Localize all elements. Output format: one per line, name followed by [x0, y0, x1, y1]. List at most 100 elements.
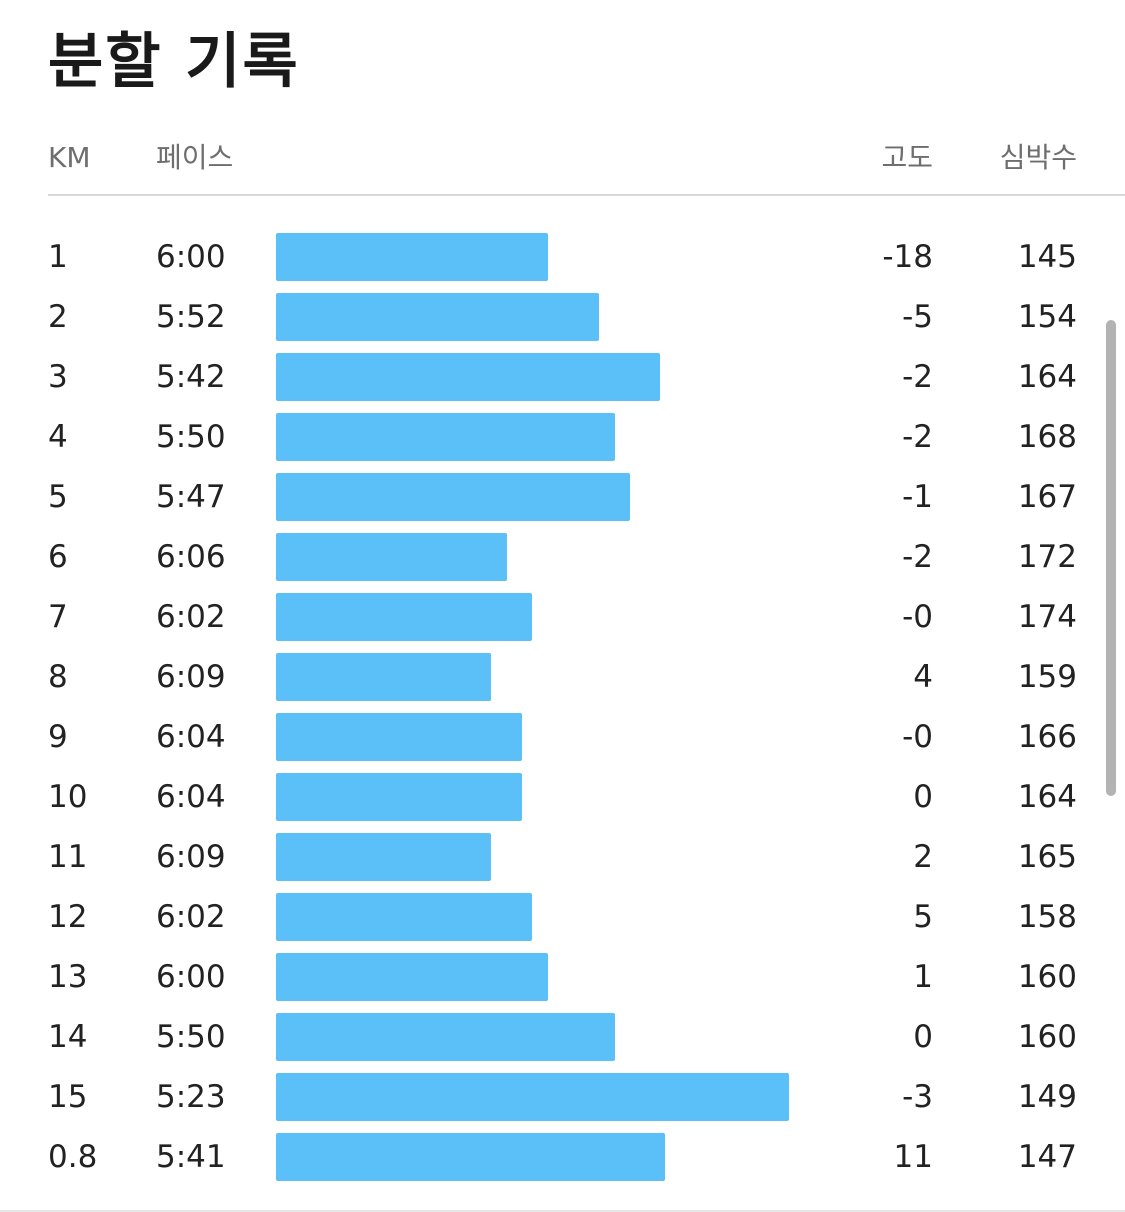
split-row: 14 5:50 0 160: [0, 1007, 1125, 1067]
pace-bar-track: [276, 533, 836, 581]
split-km: 2: [48, 299, 68, 335]
split-row: 10 6:04 0 164: [0, 767, 1125, 827]
pace-bar: [276, 653, 492, 701]
scrollbar[interactable]: [1106, 320, 1116, 796]
column-header-heart-rate: 심박수: [999, 141, 1077, 174]
pace-bar: [276, 293, 600, 341]
split-elevation: -18: [882, 239, 933, 275]
split-km: 7: [48, 599, 68, 635]
split-km: 9: [48, 719, 68, 755]
split-row: 1 6:00 -18 145: [0, 227, 1125, 287]
pace-bar-track: [276, 233, 836, 281]
split-heart-rate: 158: [1017, 899, 1077, 935]
split-pace: 6:04: [156, 719, 226, 755]
split-pace: 6:00: [156, 959, 226, 995]
column-header-elevation: 고도: [881, 141, 933, 174]
split-heart-rate: 168: [1017, 419, 1077, 455]
pace-bar: [276, 353, 661, 401]
split-pace: 6:04: [156, 779, 226, 815]
pace-bar: [276, 1073, 789, 1121]
pace-bar-track: [276, 953, 836, 1001]
split-heart-rate: 160: [1017, 959, 1077, 995]
split-elevation: 1: [913, 959, 933, 995]
split-km: 4: [48, 419, 68, 455]
split-elevation: 0: [913, 779, 933, 815]
split-row: 15 5:23 -3 149: [0, 1067, 1125, 1127]
pace-bar-track: [276, 1013, 836, 1061]
pace-bar: [276, 833, 492, 881]
split-pace: 5:42: [156, 359, 226, 395]
split-km: 12: [48, 899, 88, 935]
pace-bar-track: [276, 473, 836, 521]
pace-bar: [276, 713, 522, 761]
split-row: 8 6:09 4 159: [0, 647, 1125, 707]
split-elevation: -3: [902, 1079, 933, 1115]
split-km: 11: [48, 839, 88, 875]
split-row: 2 5:52 -5 154: [0, 287, 1125, 347]
column-header-pace: 페이스: [156, 141, 234, 174]
split-km: 0.8: [48, 1139, 98, 1175]
pace-bar-track: [276, 1133, 836, 1181]
split-heart-rate: 159: [1017, 659, 1077, 695]
split-pace: 6:09: [156, 659, 226, 695]
split-elevation: -5: [902, 299, 933, 335]
pace-bar-track: [276, 773, 836, 821]
split-row: 7 6:02 -0 174: [0, 587, 1125, 647]
pace-bar: [276, 1133, 666, 1181]
split-heart-rate: 167: [1017, 479, 1077, 515]
pace-bar: [276, 533, 508, 581]
split-elevation: -0: [902, 719, 933, 755]
split-pace: 6:02: [156, 899, 226, 935]
split-km: 8: [48, 659, 68, 695]
split-heart-rate: 165: [1017, 839, 1077, 875]
pace-bar-track: [276, 833, 836, 881]
pace-bar-track: [276, 1073, 836, 1121]
split-km: 3: [48, 359, 68, 395]
split-elevation: 2: [913, 839, 933, 875]
split-pace: 5:52: [156, 299, 226, 335]
split-row: 4 5:50 -2 168: [0, 407, 1125, 467]
split-pace: 5:41: [156, 1139, 226, 1175]
split-heart-rate: 160: [1017, 1019, 1077, 1055]
pace-bar: [276, 233, 549, 281]
split-heart-rate: 154: [1017, 299, 1077, 335]
pace-bar-track: [276, 713, 836, 761]
split-km: 1: [48, 239, 68, 275]
split-pace: 5:50: [156, 1019, 226, 1055]
split-elevation: -0: [902, 599, 933, 635]
split-pace: 6:06: [156, 539, 226, 575]
split-elevation: 0: [913, 1019, 933, 1055]
split-km: 6: [48, 539, 68, 575]
split-heart-rate: 149: [1017, 1079, 1077, 1115]
split-elevation: -2: [902, 539, 933, 575]
split-pace: 5:23: [156, 1079, 226, 1115]
split-pace: 6:02: [156, 599, 226, 635]
split-km: 5: [48, 479, 68, 515]
split-elevation: 5: [913, 899, 933, 935]
split-pace: 5:47: [156, 479, 226, 515]
split-elevation: -1: [902, 479, 933, 515]
split-heart-rate: 147: [1017, 1139, 1077, 1175]
split-heart-rate: 174: [1017, 599, 1077, 635]
splits-list: 1 6:00 -18 145 2 5:52 -5 154 3 5:42 -2 164 4 5:50 -2 16…: [0, 227, 1125, 1187]
pace-bar: [276, 1013, 615, 1061]
split-pace: 6:00: [156, 239, 226, 275]
pace-bar: [276, 593, 532, 641]
split-elevation: -2: [902, 419, 933, 455]
bottom-divider: [0, 1210, 1125, 1212]
split-row: 12 6:02 5 158: [0, 887, 1125, 947]
split-elevation: 4: [913, 659, 933, 695]
split-heart-rate: 164: [1017, 779, 1077, 815]
split-row: 6 6:06 -2 172: [0, 527, 1125, 587]
pace-bar-track: [276, 413, 836, 461]
split-km: 13: [48, 959, 88, 995]
pace-bar: [276, 953, 549, 1001]
pace-bar-track: [276, 353, 836, 401]
split-row: 3 5:42 -2 164: [0, 347, 1125, 407]
split-pace: 6:09: [156, 839, 226, 875]
pace-bar: [276, 893, 532, 941]
pace-bar-track: [276, 293, 836, 341]
pace-bar: [276, 413, 615, 461]
pace-bar: [276, 473, 630, 521]
split-heart-rate: 145: [1017, 239, 1077, 275]
